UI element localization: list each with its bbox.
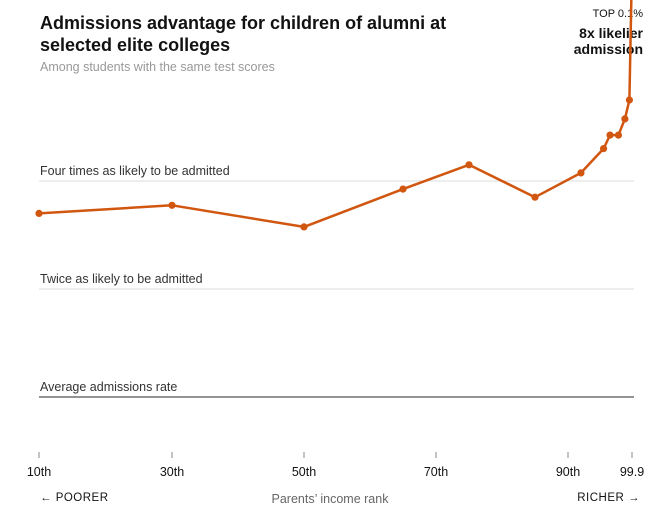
series-line	[37, 0, 633, 229]
x-axis-title: Parents’ income rank	[271, 492, 389, 506]
data-point	[300, 223, 308, 231]
data-point	[531, 193, 539, 201]
data-point	[625, 96, 634, 104]
x-tick-label: 50th	[292, 465, 316, 479]
x-tick-label: 99.9	[620, 465, 644, 479]
richer-label: RICHER →	[577, 492, 640, 504]
data-point	[577, 169, 585, 177]
reference-line-label: Twice as likely to be admitted	[40, 272, 203, 286]
peak-callout: 8x likelier admission	[574, 25, 643, 57]
x-tick-label: 30th	[160, 465, 184, 479]
x-tick-label: 70th	[424, 465, 448, 479]
peak-callout-line2: admission	[573, 41, 643, 57]
data-point	[168, 201, 176, 209]
poorer-label: ← POORER	[40, 492, 109, 504]
data-point	[606, 131, 614, 139]
reference-line-label: Average admissions rate	[40, 380, 177, 394]
data-point	[399, 185, 407, 193]
reference-line-label: Four times as likely to be admitted	[40, 164, 230, 178]
data-point	[621, 115, 629, 123]
data-point	[614, 131, 623, 139]
x-tick-label: 90th	[556, 465, 580, 479]
x-tick-label: 10th	[27, 465, 51, 479]
data-point	[599, 145, 608, 153]
chart-subtitle: Among students with the same test scores	[40, 60, 275, 74]
data-point	[465, 161, 473, 169]
data-point	[35, 209, 43, 217]
chart-title: Admissions advantage for children of alu…	[40, 13, 447, 55]
peak-callout-line1: 8x likelier	[579, 25, 643, 41]
